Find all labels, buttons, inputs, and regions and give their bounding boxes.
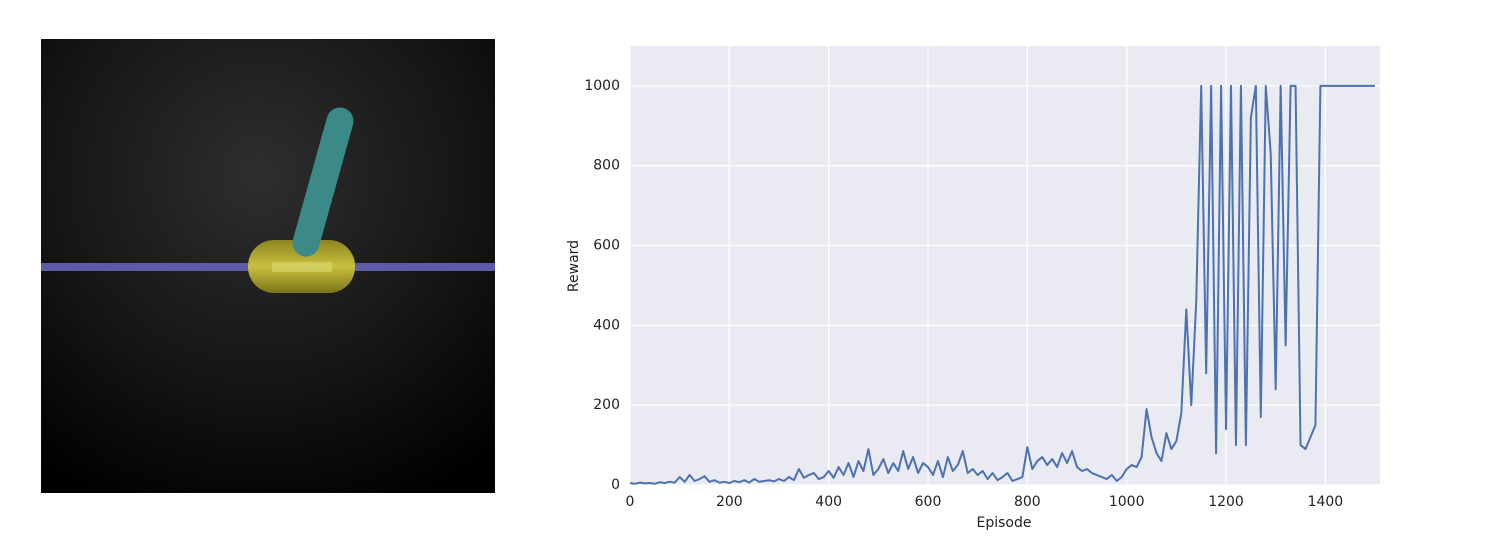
x-tick-label: 800: [1014, 494, 1041, 510]
y-tick-label: 0: [611, 477, 620, 493]
x-tick-label: 1000: [1109, 494, 1145, 510]
pole: [292, 107, 354, 257]
plot-area: [630, 46, 1380, 485]
y-tick-label: 800: [593, 158, 620, 174]
y-tick-label: 200: [593, 397, 620, 413]
cart-highlight: [272, 262, 332, 272]
y-tick-label: 400: [593, 317, 620, 333]
x-tick-label: 400: [815, 494, 842, 510]
x-tick-label: 1200: [1208, 494, 1244, 510]
y-tick-label: 600: [593, 238, 620, 254]
x-tick-label: 1400: [1308, 494, 1344, 510]
cartpole-render: [41, 39, 495, 493]
y-tick-label: 1000: [584, 78, 620, 94]
chart: Episode Reward 0 200 400 600 800 1000 0 200 400 6…: [566, 46, 1380, 531]
x-tick-label: 600: [915, 494, 942, 510]
y-axis-label: Reward: [566, 240, 582, 292]
reward-line: [629, 84, 1376, 485]
x-axis-label: Episode: [977, 515, 1032, 531]
x-tick-label: 200: [716, 494, 743, 510]
x-tick-label: 0: [626, 494, 635, 510]
